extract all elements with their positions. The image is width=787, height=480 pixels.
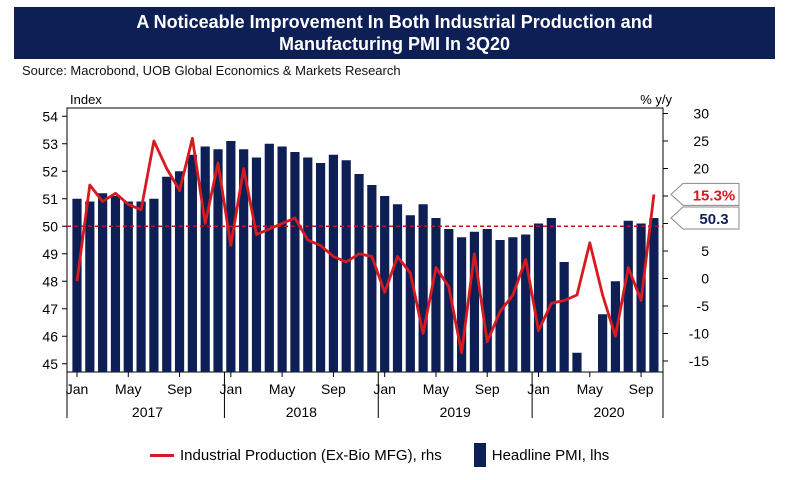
pmi-bar [533, 223, 544, 372]
pmi-bar [72, 198, 82, 372]
pmi-bar [457, 237, 467, 372]
x-axis-month-label: Sep [167, 381, 192, 397]
x-axis-month-label: May [115, 381, 141, 397]
left-axis-tick-label: 54 [42, 108, 58, 124]
x-axis-month-label: Sep [321, 381, 346, 397]
right-axis-tick-label: 25 [693, 133, 709, 149]
pmi-bar [354, 174, 364, 372]
pmi-bar [380, 196, 390, 372]
pmi-bar [431, 218, 441, 372]
pmi-bar [521, 234, 531, 372]
x-axis-month-label: May [577, 381, 603, 397]
callout-label: 50.3 [699, 211, 728, 228]
pmi-bar [392, 204, 403, 372]
legend: Industrial Production (Ex-Bio MFG), rhs … [150, 443, 609, 467]
right-axis-tick-label: -5 [697, 298, 710, 314]
pmi-bar [110, 196, 121, 372]
pmi-bar [508, 237, 518, 372]
title-banner: A Noticeable Improvement In Both Industr… [14, 7, 775, 59]
pmi-bar [341, 160, 351, 372]
ip-line [75, 136, 656, 355]
x-axis-month-label: Sep [475, 381, 500, 397]
pmi-bar [187, 154, 197, 372]
x-axis-year-label: 2017 [132, 404, 163, 420]
pmi-bar [469, 231, 480, 372]
x-axis-year-label: 2020 [593, 404, 624, 420]
pmi-bar [136, 201, 146, 372]
chart-title: A Noticeable Improvement In Both Industr… [136, 12, 653, 54]
left-axis-tick-label: 45 [42, 356, 58, 372]
right-axis-tick-label: 5 [701, 243, 709, 259]
source-note: Source: Macrobond, UOB Global Economics … [22, 63, 401, 78]
pmi-bar [598, 314, 608, 372]
right-axis-tick-label: -15 [689, 353, 709, 369]
right-axis-tick-label: -10 [689, 326, 709, 342]
left-axis-tick-label: 53 [42, 136, 58, 152]
right-axis-tick-label: 30 [693, 106, 709, 122]
x-axis-month-label: Jan [220, 381, 243, 397]
left-axis-tick-label: 52 [42, 163, 58, 179]
pmi-bar [623, 220, 633, 372]
right-axis-tick-label: 0 [701, 271, 709, 287]
x-axis-year-label: 2018 [286, 404, 317, 420]
pmi-bar [315, 163, 326, 372]
x-axis-month-label: Jan [373, 381, 396, 397]
pmi-bar [290, 152, 300, 372]
pmi-bar [213, 149, 223, 372]
plot-frame [66, 107, 664, 373]
pmi-bar [328, 154, 338, 372]
pmi-bar [239, 149, 249, 372]
pmi-bar [405, 215, 415, 372]
pmi-bar [303, 157, 313, 372]
pmi-bar [98, 193, 108, 372]
left-axis-tick-label: 50 [42, 218, 58, 234]
pmi-bar [482, 229, 492, 372]
left-axis-tick-label: 46 [42, 328, 58, 344]
pmi-bar [367, 185, 377, 372]
callout-label: 15.3% [693, 187, 736, 204]
pmi-bar [251, 157, 262, 372]
legend-swatch-ip [150, 453, 174, 457]
left-axis-tick-label: 48 [42, 273, 58, 289]
pmi-bar [559, 262, 569, 372]
x-axis-month-label: May [269, 381, 295, 397]
pmi-bar [546, 218, 556, 372]
x-axis-month-label: May [423, 381, 449, 397]
pmi-bar [444, 229, 454, 372]
pmi-bar [174, 171, 185, 372]
legend-label-ip: Industrial Production (Ex-Bio MFG), rhs [180, 446, 442, 464]
x-axis-year-label: 2019 [440, 404, 471, 420]
left-axis-unit: Index [70, 92, 102, 107]
pmi-bar [649, 218, 659, 372]
pmi-bar [149, 198, 159, 372]
callout-box [670, 206, 740, 230]
x-axis-month-label: Jan [527, 381, 550, 397]
callout-box [670, 182, 740, 206]
right-axis-tick-label: 20 [693, 161, 709, 177]
pmi-bar [85, 201, 95, 372]
pmi-bar [495, 240, 505, 372]
x-axis-month-label: Sep [629, 381, 654, 397]
left-axis-tick-label: 47 [42, 301, 58, 317]
left-axis-tick-label: 51 [42, 191, 58, 207]
legend-label-pmi: Headline PMI, lhs [491, 446, 610, 464]
pmi-bar [226, 141, 236, 372]
pmi-bar [162, 176, 172, 372]
pmi-bar [200, 146, 210, 372]
left-axis-tick-label: 49 [42, 246, 58, 262]
legend-swatch-pmi [473, 443, 486, 467]
pmi-bar [123, 201, 133, 372]
pmi-bar [264, 143, 274, 372]
x-axis-month-label: Jan [66, 381, 89, 397]
right-axis-unit: % y/y [640, 92, 672, 107]
pmi-bar [610, 281, 621, 372]
pmi-bar [572, 352, 582, 372]
pmi-bar [418, 204, 428, 372]
pmi-bar [277, 146, 287, 372]
